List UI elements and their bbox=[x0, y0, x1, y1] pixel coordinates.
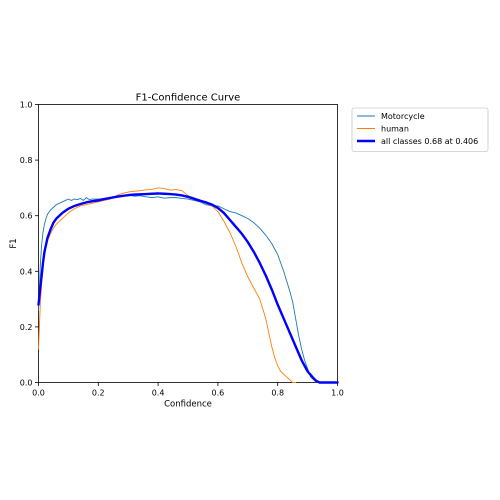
legend-label-0: Motorcycle bbox=[381, 112, 425, 121]
y-tick-label: 0.0 bbox=[20, 379, 33, 388]
y-axis-label: F1 bbox=[9, 238, 19, 248]
y-axis-ticks: 0.0 0.2 0.4 0.6 0.8 1.0 bbox=[20, 101, 39, 388]
x-axis-ticks: 0.0 0.2 0.4 0.6 0.8 1.0 bbox=[32, 382, 344, 398]
x-tick-label: 0.4 bbox=[152, 389, 165, 398]
legend-box bbox=[351, 107, 489, 152]
x-tick-label: 0.2 bbox=[92, 389, 105, 398]
y-tick-label: 1.0 bbox=[20, 101, 33, 110]
chart-title: F1-Confidence Curve bbox=[136, 93, 241, 104]
y-tick-label: 0.8 bbox=[20, 156, 33, 165]
x-tick-label: 0.6 bbox=[212, 389, 225, 398]
plot-area: 0.0 0.2 0.4 0.6 0.8 1.0 0.0 0.2 0.4 0.6 0.8 1.0 bbox=[20, 101, 344, 398]
series-line-1 bbox=[38, 187, 297, 383]
x-tick-label: 0.8 bbox=[271, 389, 284, 398]
x-axis-label: Confidence bbox=[164, 400, 212, 410]
legend-label-1: human bbox=[381, 125, 409, 134]
x-tick-label: 1.0 bbox=[331, 389, 344, 398]
y-tick-label: 0.4 bbox=[20, 267, 33, 276]
y-tick-label: 0.6 bbox=[20, 212, 33, 221]
legend-label-2: all classes 0.68 at 0.406 bbox=[381, 137, 478, 146]
legend: Motorcycle human all classes 0.68 at 0.406 bbox=[351, 107, 489, 152]
series-layer bbox=[37, 187, 339, 384]
x-tick-label: 0.0 bbox=[32, 389, 45, 398]
y-tick-label: 0.2 bbox=[20, 323, 33, 332]
series-line-2 bbox=[37, 192, 339, 384]
series-line-0 bbox=[38, 194, 338, 383]
plot-frame bbox=[38, 104, 338, 383]
